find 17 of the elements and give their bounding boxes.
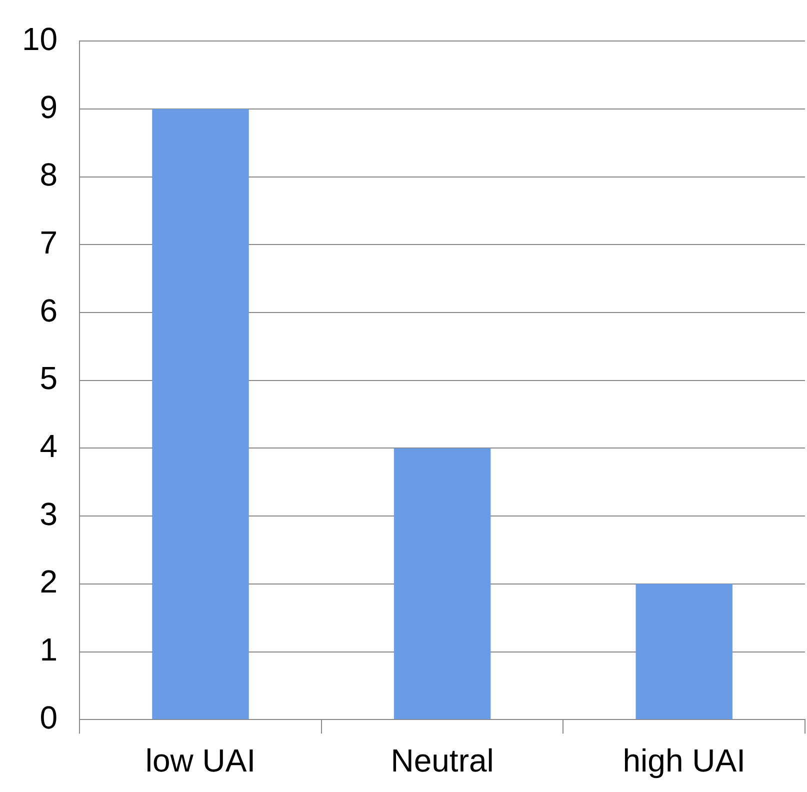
y-tick-label: 9 (40, 88, 58, 125)
x-tick-label: low UAI (145, 742, 256, 779)
bar (636, 584, 732, 720)
y-tick-label: 5 (40, 360, 58, 396)
bar (394, 448, 491, 720)
y-tick-label: 8 (40, 156, 58, 193)
y-tick-label: 1 (40, 632, 58, 668)
bar (152, 109, 249, 720)
x-tick-label: high UAI (622, 742, 746, 779)
y-tick-label: 3 (40, 496, 58, 532)
y-tick-label: 7 (40, 224, 58, 261)
y-tick-label: 2 (40, 564, 58, 600)
y-tick-label: 10 (22, 21, 58, 58)
y-tick-label: 4 (40, 428, 58, 464)
x-tick-label: Neutral (390, 742, 494, 779)
y-tick-label: 0 (40, 699, 58, 736)
y-tick-label: 6 (40, 292, 58, 328)
